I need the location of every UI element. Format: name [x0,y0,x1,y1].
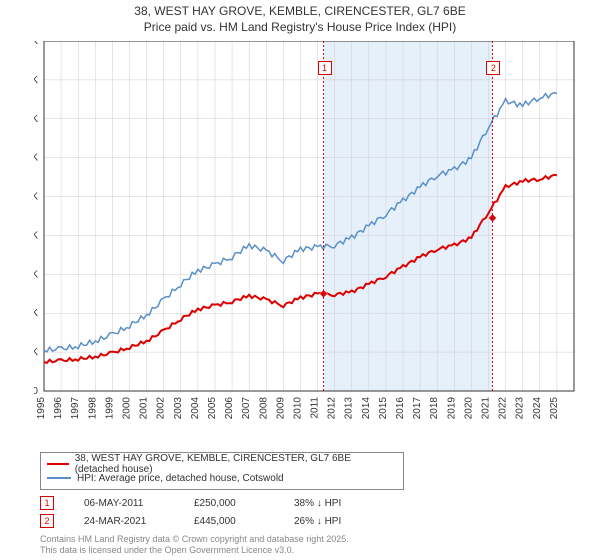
title-line2: Price paid vs. HM Land Registry's House … [0,20,600,36]
footnote: Contains HM Land Registry data © Crown c… [40,534,349,556]
sale-marker-label: 1 [318,61,332,75]
svg-text:£0: £0 [34,386,38,397]
sale-delta: 26% ↓ HPI [294,516,341,527]
svg-text:£700K: £700K [34,114,38,125]
svg-text:2008: 2008 [258,397,269,420]
svg-text:2017: 2017 [412,397,423,420]
table-row: 2 24-MAR-2021 £445,000 26% ↓ HPI [40,512,341,530]
svg-text:2006: 2006 [224,397,235,420]
svg-text:2014: 2014 [361,397,372,420]
svg-text:1998: 1998 [87,397,98,420]
svg-text:2022: 2022 [498,397,509,420]
legend-row: 38, WEST HAY GROVE, KEMBLE, CIRENCESTER,… [47,457,397,471]
legend-swatch [47,477,71,479]
svg-text:£100K: £100K [34,347,38,358]
svg-text:2018: 2018 [429,397,440,420]
svg-text:£800K: £800K [34,75,38,86]
legend-label: HPI: Average price, detached house, Cots… [77,473,284,484]
svg-text:2024: 2024 [532,397,543,420]
sales-table: 1 06-MAY-2011 £250,000 38% ↓ HPI 2 24-MA… [40,494,341,530]
footnote-line1: Contains HM Land Registry data © Crown c… [40,534,349,545]
sale-marker-label: 2 [486,61,500,75]
svg-text:2011: 2011 [310,397,321,419]
chart-area: £0 £100K £200K £300K £400K £500K £600K £700K £80… [34,41,582,441]
sale-price: £445,000 [194,516,294,527]
svg-text:£600K: £600K [34,153,38,164]
svg-text:1997: 1997 [70,397,81,420]
svg-text:2013: 2013 [344,397,355,420]
footnote-line2: This data is licensed under the Open Gov… [40,545,349,556]
svg-text:1999: 1999 [104,397,115,420]
svg-text:2000: 2000 [121,397,132,420]
svg-text:2021: 2021 [481,397,492,420]
sale-date: 06-MAY-2011 [84,498,194,509]
table-row: 1 06-MAY-2011 £250,000 38% ↓ HPI [40,494,341,512]
svg-text:2016: 2016 [395,397,406,420]
svg-text:£200K: £200K [34,308,38,319]
svg-text:2023: 2023 [515,397,526,420]
svg-text:2012: 2012 [327,397,338,420]
sale-badge: 1 [40,496,54,510]
svg-text:2010: 2010 [292,397,303,420]
svg-text:1995: 1995 [36,397,47,420]
sale-delta: 38% ↓ HPI [294,498,341,509]
svg-text:2005: 2005 [207,397,218,420]
chart-container: 38, WEST HAY GROVE, KEMBLE, CIRENCESTER,… [0,0,600,560]
svg-text:2002: 2002 [156,397,167,420]
svg-text:2007: 2007 [241,397,252,420]
svg-text:£400K: £400K [34,231,38,242]
svg-text:2009: 2009 [275,397,286,420]
sale-date: 24-MAR-2021 [84,516,194,527]
svg-text:1996: 1996 [53,397,64,420]
svg-text:2003: 2003 [173,397,184,420]
svg-text:£900K: £900K [34,41,38,47]
svg-text:£300K: £300K [34,270,38,281]
svg-text:2001: 2001 [139,397,150,420]
chart-title: 38, WEST HAY GROVE, KEMBLE, CIRENCESTER,… [0,0,600,35]
legend: 38, WEST HAY GROVE, KEMBLE, CIRENCESTER,… [40,452,404,490]
title-line1: 38, WEST HAY GROVE, KEMBLE, CIRENCESTER,… [0,4,600,20]
legend-swatch [47,463,69,465]
svg-text:2025: 2025 [549,397,560,420]
svg-text:2004: 2004 [190,397,201,420]
chart-svg: £0 £100K £200K £300K £400K £500K £600K £700K £80… [34,41,582,441]
sale-badge: 2 [40,514,54,528]
svg-text:2019: 2019 [446,397,457,420]
svg-text:£500K: £500K [34,192,38,203]
sale-price: £250,000 [194,498,294,509]
svg-text:2015: 2015 [378,397,389,420]
svg-text:2020: 2020 [463,397,474,420]
